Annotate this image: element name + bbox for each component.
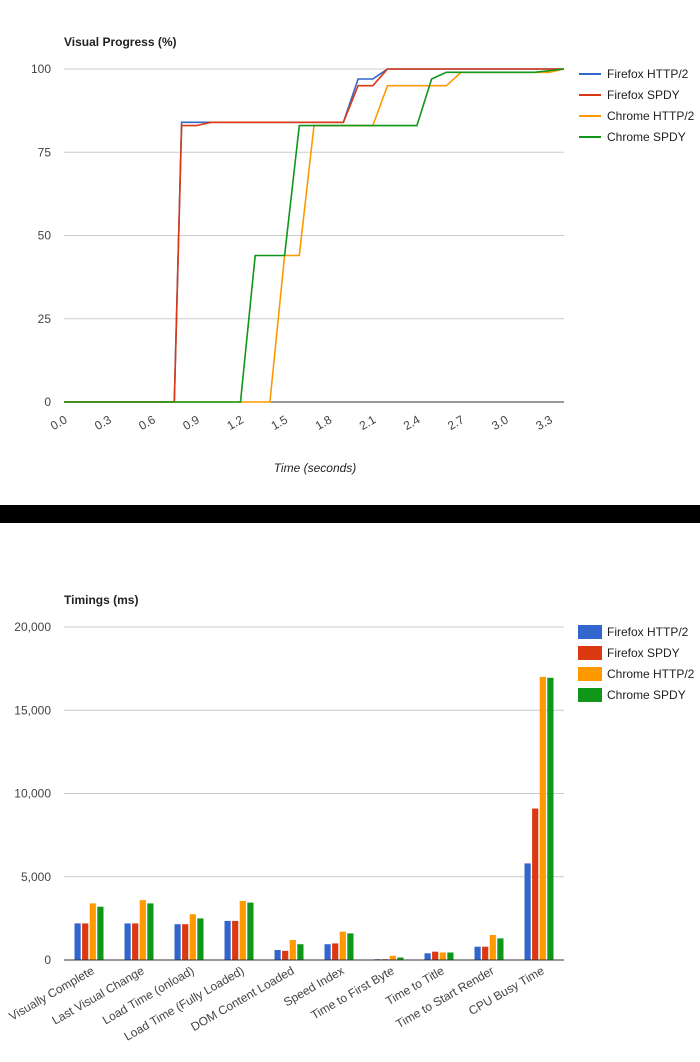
bar: [89, 903, 96, 960]
bar: [332, 943, 339, 960]
visual-progress-chart: Visual Progress (%) 0 25 50 75 100 0.0 0.3 0.6…: [31, 35, 695, 475]
series-line: [64, 68, 565, 403]
x-tick-label: 0.6: [136, 412, 158, 433]
bar: [147, 903, 154, 960]
bar: [474, 946, 481, 960]
bar: [189, 914, 196, 960]
legend-label: Firefox HTTP/2: [607, 67, 689, 81]
y-tick-label: 100: [31, 62, 51, 76]
legend-label: Chrome HTTP/2: [607, 667, 695, 681]
legend-swatch: [578, 667, 602, 681]
legend-label: Chrome SPDY: [607, 130, 686, 144]
bar: [482, 946, 489, 960]
bar: [524, 863, 531, 960]
timings-panel: Timings (ms) 0 5,000 10,000 15,000 20,000 Vi…: [0, 523, 700, 1062]
visual-progress-panel: Visual Progress (%) 0 25 50 75 100 0.0 0.3 0.6…: [0, 0, 700, 505]
y-tick-label: 15,000: [14, 703, 51, 717]
bar: [224, 920, 231, 960]
bar: [389, 955, 396, 960]
bar: [324, 944, 331, 960]
legend-label: Firefox HTTP/2: [607, 625, 689, 639]
bar: [97, 906, 104, 960]
bar: [247, 902, 254, 960]
bar: [339, 931, 346, 960]
bar: [74, 923, 81, 960]
x-tick-label: 3.3: [533, 412, 555, 433]
bar: [489, 935, 496, 960]
x-tick-label: 3.0: [489, 412, 511, 433]
bar: [447, 952, 454, 960]
bar: [132, 923, 139, 960]
bar: [239, 900, 246, 960]
x-tick-label: 1.8: [313, 412, 335, 433]
x-tick-label: 1.5: [269, 412, 291, 433]
bar: [397, 957, 404, 960]
bar: [232, 920, 239, 960]
bar: [139, 900, 146, 960]
y-tick-label: 0: [44, 395, 51, 409]
legend-swatch: [578, 625, 602, 639]
bar: [289, 940, 296, 960]
bar: [282, 950, 289, 960]
bar: [532, 808, 539, 960]
bar: [347, 933, 354, 960]
chart-separator: [0, 505, 700, 523]
x-tick-label: 2.7: [445, 412, 467, 433]
bar: [182, 924, 189, 960]
x-category-label: Time to First Byte: [308, 963, 396, 1022]
chart-title: Visual Progress (%): [64, 35, 177, 49]
bar: [497, 938, 504, 960]
x-tick-label: 2.4: [401, 412, 423, 433]
legend-swatch: [578, 688, 602, 702]
bar: [197, 918, 204, 960]
x-category-label: Last Visual Change: [50, 963, 147, 1027]
x-tick-label: 0.3: [92, 412, 114, 433]
y-tick-label: 75: [38, 145, 52, 159]
bar: [174, 924, 181, 960]
bar: [547, 677, 554, 960]
bar: [82, 923, 89, 960]
x-tick-label: 2.1: [357, 412, 379, 433]
y-tick-label: 50: [38, 229, 52, 243]
y-tick-label: 5,000: [21, 870, 51, 884]
chart-title: Timings (ms): [64, 593, 138, 607]
y-tick-label: 25: [38, 312, 52, 326]
y-tick-label: 20,000: [14, 620, 51, 634]
bar: [124, 923, 131, 960]
x-axis-title: Time (seconds): [274, 461, 357, 475]
y-tick-label: 10,000: [14, 787, 51, 801]
legend-label: Chrome HTTP/2: [607, 109, 695, 123]
bar: [297, 944, 304, 960]
legend-label: Firefox SPDY: [607, 646, 680, 660]
bar: [539, 676, 546, 960]
y-tick-label: 0: [44, 953, 51, 967]
bar: [424, 953, 431, 960]
x-tick-label: 1.2: [225, 412, 247, 433]
bar: [439, 952, 446, 960]
x-tick-label: 0.0: [48, 412, 70, 433]
legend-label: Chrome SPDY: [607, 688, 686, 702]
bar: [432, 951, 439, 960]
legend-swatch: [578, 646, 602, 660]
bar: [274, 950, 281, 960]
series-line: [64, 68, 564, 403]
x-tick-label: 0.9: [180, 412, 202, 433]
legend-label: Firefox SPDY: [607, 88, 680, 102]
